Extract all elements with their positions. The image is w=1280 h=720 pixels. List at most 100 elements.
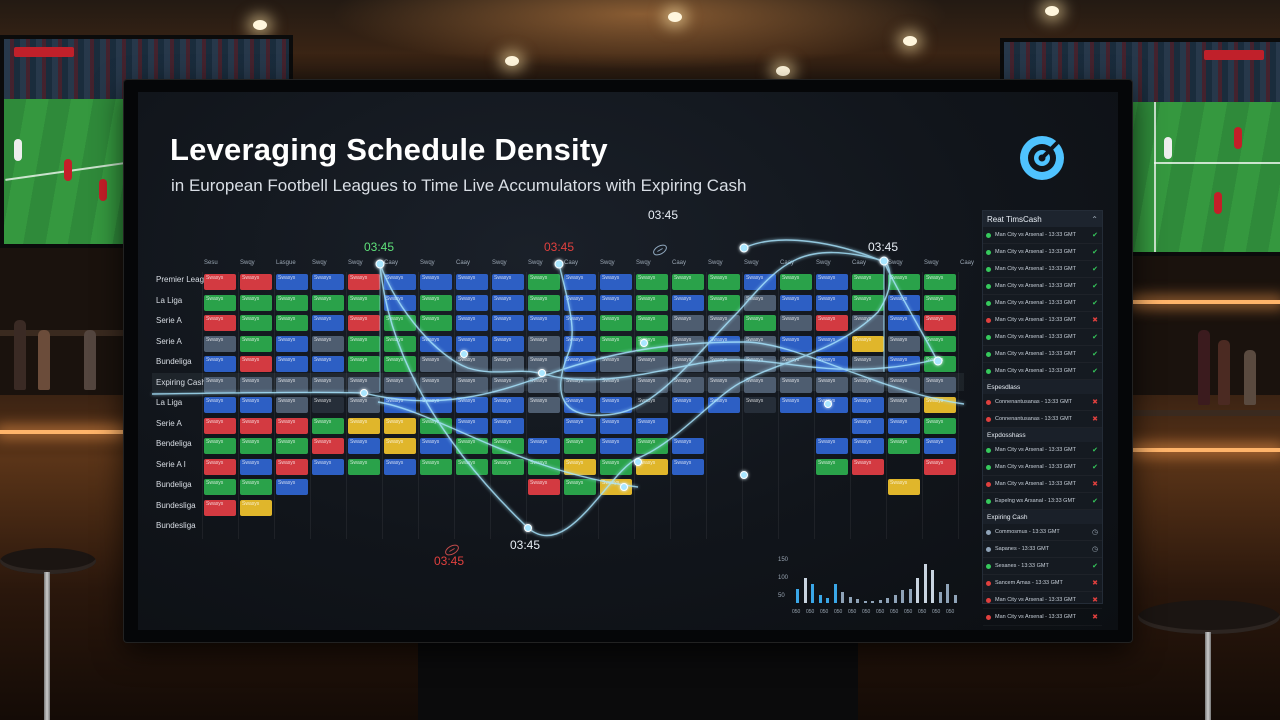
- fixture-cell[interactable]: Swasys: [636, 417, 668, 434]
- fixture-cell[interactable]: Swasys: [816, 397, 848, 413]
- fixture-cell[interactable]: Swasys: [708, 315, 740, 331]
- panel-header[interactable]: Reat TimsCash ⌃: [983, 211, 1102, 227]
- fixture-cell[interactable]: Swasys: [564, 479, 596, 495]
- fixture-cell[interactable]: Swasys: [492, 294, 524, 311]
- fixture-cell[interactable]: Swasys: [240, 356, 272, 372]
- fixture-cell[interactable]: Swasys: [312, 274, 344, 290]
- fixture-cell[interactable]: Swasys: [816, 274, 848, 290]
- panel-row[interactable]: Sancem Amas - 13:33 GMT ✖: [983, 575, 1102, 592]
- fixture-cell[interactable]: Swasys: [384, 397, 416, 413]
- fixture-cell[interactable]: Swasys: [348, 294, 380, 311]
- fixture-cell[interactable]: Swasys: [348, 335, 380, 352]
- panel-row[interactable]: Man City vs Arsenal - 13:33 GMT ✔: [983, 346, 1102, 363]
- fixture-cell[interactable]: Swasys: [348, 458, 380, 475]
- fixture-cell[interactable]: Swasys: [708, 294, 740, 311]
- fixture-cell[interactable]: Swasys: [852, 274, 884, 290]
- fixture-cell[interactable]: Swasys: [564, 294, 596, 311]
- fixture-cell[interactable]: Swasys: [384, 315, 416, 331]
- fixture-cell[interactable]: Swasys: [672, 294, 704, 311]
- fixture-cell[interactable]: Swasys: [348, 397, 380, 413]
- fixture-cell[interactable]: Swasys: [852, 438, 884, 454]
- panel-row[interactable]: Espelng ws Arsanal - 13:33 GMT ✔: [983, 493, 1102, 510]
- fixture-cell[interactable]: Swasys: [708, 376, 740, 393]
- fixture-cell[interactable]: Swasys: [420, 294, 452, 311]
- fixture-cell[interactable]: Swasys: [348, 356, 380, 372]
- fixture-cell[interactable]: Swasys: [276, 356, 308, 372]
- fixture-cell[interactable]: Swasys: [384, 356, 416, 372]
- fixture-cell[interactable]: Swasys: [852, 458, 884, 475]
- fixture-cell[interactable]: Swasys: [384, 335, 416, 352]
- fixture-cell[interactable]: Swasys: [492, 356, 524, 372]
- fixture-cell[interactable]: Swasys: [744, 274, 776, 290]
- fixture-cell[interactable]: Swasys: [564, 315, 596, 331]
- fixture-cell[interactable]: Swasys: [528, 315, 560, 331]
- fixture-cell[interactable]: Swasys: [312, 417, 344, 434]
- fixture-cell[interactable]: Swasys: [204, 315, 236, 331]
- panel-row[interactable]: Man City vs Arsenal - 13:33 GMT ✔: [983, 329, 1102, 346]
- fixture-cell[interactable]: Swasys: [492, 397, 524, 413]
- fixture-cell[interactable]: Swasys: [420, 397, 452, 413]
- fixture-cell[interactable]: Swasys: [492, 274, 524, 290]
- fixture-cell[interactable]: Swasys: [852, 294, 884, 311]
- fixture-cell[interactable]: Swasys: [312, 315, 344, 331]
- fixture-cell[interactable]: Swasys: [348, 376, 380, 393]
- panel-row[interactable]: Connenantusanas - 13:33 GMT ✖: [983, 394, 1102, 411]
- fixture-cell[interactable]: Swasys: [564, 397, 596, 413]
- fixture-cell[interactable]: Swasys: [420, 376, 452, 393]
- fixture-cell[interactable]: Swasys: [564, 274, 596, 290]
- fixture-cell[interactable]: Swasys: [852, 315, 884, 331]
- fixture-cell[interactable]: Swasys: [276, 315, 308, 331]
- fixture-cell[interactable]: Swasys: [852, 356, 884, 372]
- fixture-cell[interactable]: Swasys: [240, 417, 272, 434]
- fixture-cell[interactable]: Swasys: [816, 315, 848, 331]
- fixture-cell[interactable]: Swasys: [456, 274, 488, 290]
- panel-row[interactable]: Man City vs Arsenal - 13:33 GMT ✔: [983, 363, 1102, 380]
- fixture-cell[interactable]: Swasys: [528, 335, 560, 352]
- fixture-cell[interactable]: Swasys: [456, 335, 488, 352]
- panel-row[interactable]: Man City vs Arsenal - 13:33 GMT ✔: [983, 295, 1102, 312]
- panel-row[interactable]: Man City vs Arsenal - 13:33 GMT ✖: [983, 476, 1102, 493]
- realtime-cash-panel[interactable]: Reat TimsCash ⌃ Man City vs Arsenal - 13…: [982, 210, 1103, 626]
- fixture-cell[interactable]: Swasys: [636, 397, 668, 413]
- fixture-cell[interactable]: Swasys: [852, 335, 884, 352]
- panel-row[interactable]: Man City vs Arsenal - 13:33 GMT ✖: [983, 592, 1102, 609]
- fixture-cell[interactable]: Swasys: [312, 294, 344, 311]
- fixture-cell[interactable]: Swasys: [492, 376, 524, 393]
- fixture-cell[interactable]: Swasys: [924, 335, 956, 352]
- fixture-cell[interactable]: Swasys: [744, 397, 776, 413]
- fixture-cell[interactable]: Swasys: [528, 397, 560, 413]
- fixture-cell[interactable]: Swasys: [888, 356, 920, 372]
- fixture-cell[interactable]: Swasys: [744, 315, 776, 331]
- fixture-cell[interactable]: Swasys: [204, 294, 236, 311]
- fixture-cell[interactable]: Swasys: [456, 376, 488, 393]
- panel-row[interactable]: Man City vs Arsenal - 13:33 GMT ✔: [983, 278, 1102, 295]
- fixture-cell[interactable]: Swasys: [528, 438, 560, 454]
- fixture-cell[interactable]: Swasys: [924, 438, 956, 454]
- fixture-cell[interactable]: Swasys: [204, 335, 236, 352]
- fixture-cell[interactable]: Swasys: [492, 335, 524, 352]
- fixture-cell[interactable]: Swasys: [888, 315, 920, 331]
- panel-row[interactable]: Man City vs Arsenal - 13:33 GMT ✔: [983, 261, 1102, 278]
- fixture-cell[interactable]: Swasys: [456, 397, 488, 413]
- fixture-cell[interactable]: Swasys: [456, 417, 488, 434]
- fixture-cell[interactable]: Swasys: [384, 458, 416, 475]
- fixture-cell[interactable]: Swasys: [276, 438, 308, 454]
- fixture-cell[interactable]: Swasys: [564, 376, 596, 393]
- fixture-cell[interactable]: Swasys: [780, 294, 812, 311]
- panel-row[interactable]: Man City vs Arsenal - 13:33 GMT ✔: [983, 244, 1102, 261]
- fixture-cell[interactable]: Swasys: [276, 458, 308, 475]
- fixture-cell[interactable]: Swasys: [564, 417, 596, 434]
- fixture-cell[interactable]: Swasys: [276, 397, 308, 413]
- fixture-cell[interactable]: Swasys: [204, 458, 236, 475]
- fixture-cell[interactable]: Swasys: [528, 274, 560, 290]
- fixture-cell[interactable]: Swasys: [384, 274, 416, 290]
- fixture-cell[interactable]: Swasys: [924, 417, 956, 434]
- panel-row[interactable]: Man City vs Arsenal - 13:33 GMT ✔: [983, 459, 1102, 476]
- fixture-cell[interactable]: Swasys: [456, 315, 488, 331]
- fixture-cell[interactable]: Swasys: [852, 417, 884, 434]
- fixture-cell[interactable]: Swasys: [600, 397, 632, 413]
- fixture-cell[interactable]: Swasys: [240, 274, 272, 290]
- fixture-cell[interactable]: Swasys: [816, 335, 848, 352]
- fixture-cell[interactable]: Swasys: [420, 335, 452, 352]
- fixture-cell[interactable]: Swasys: [708, 356, 740, 372]
